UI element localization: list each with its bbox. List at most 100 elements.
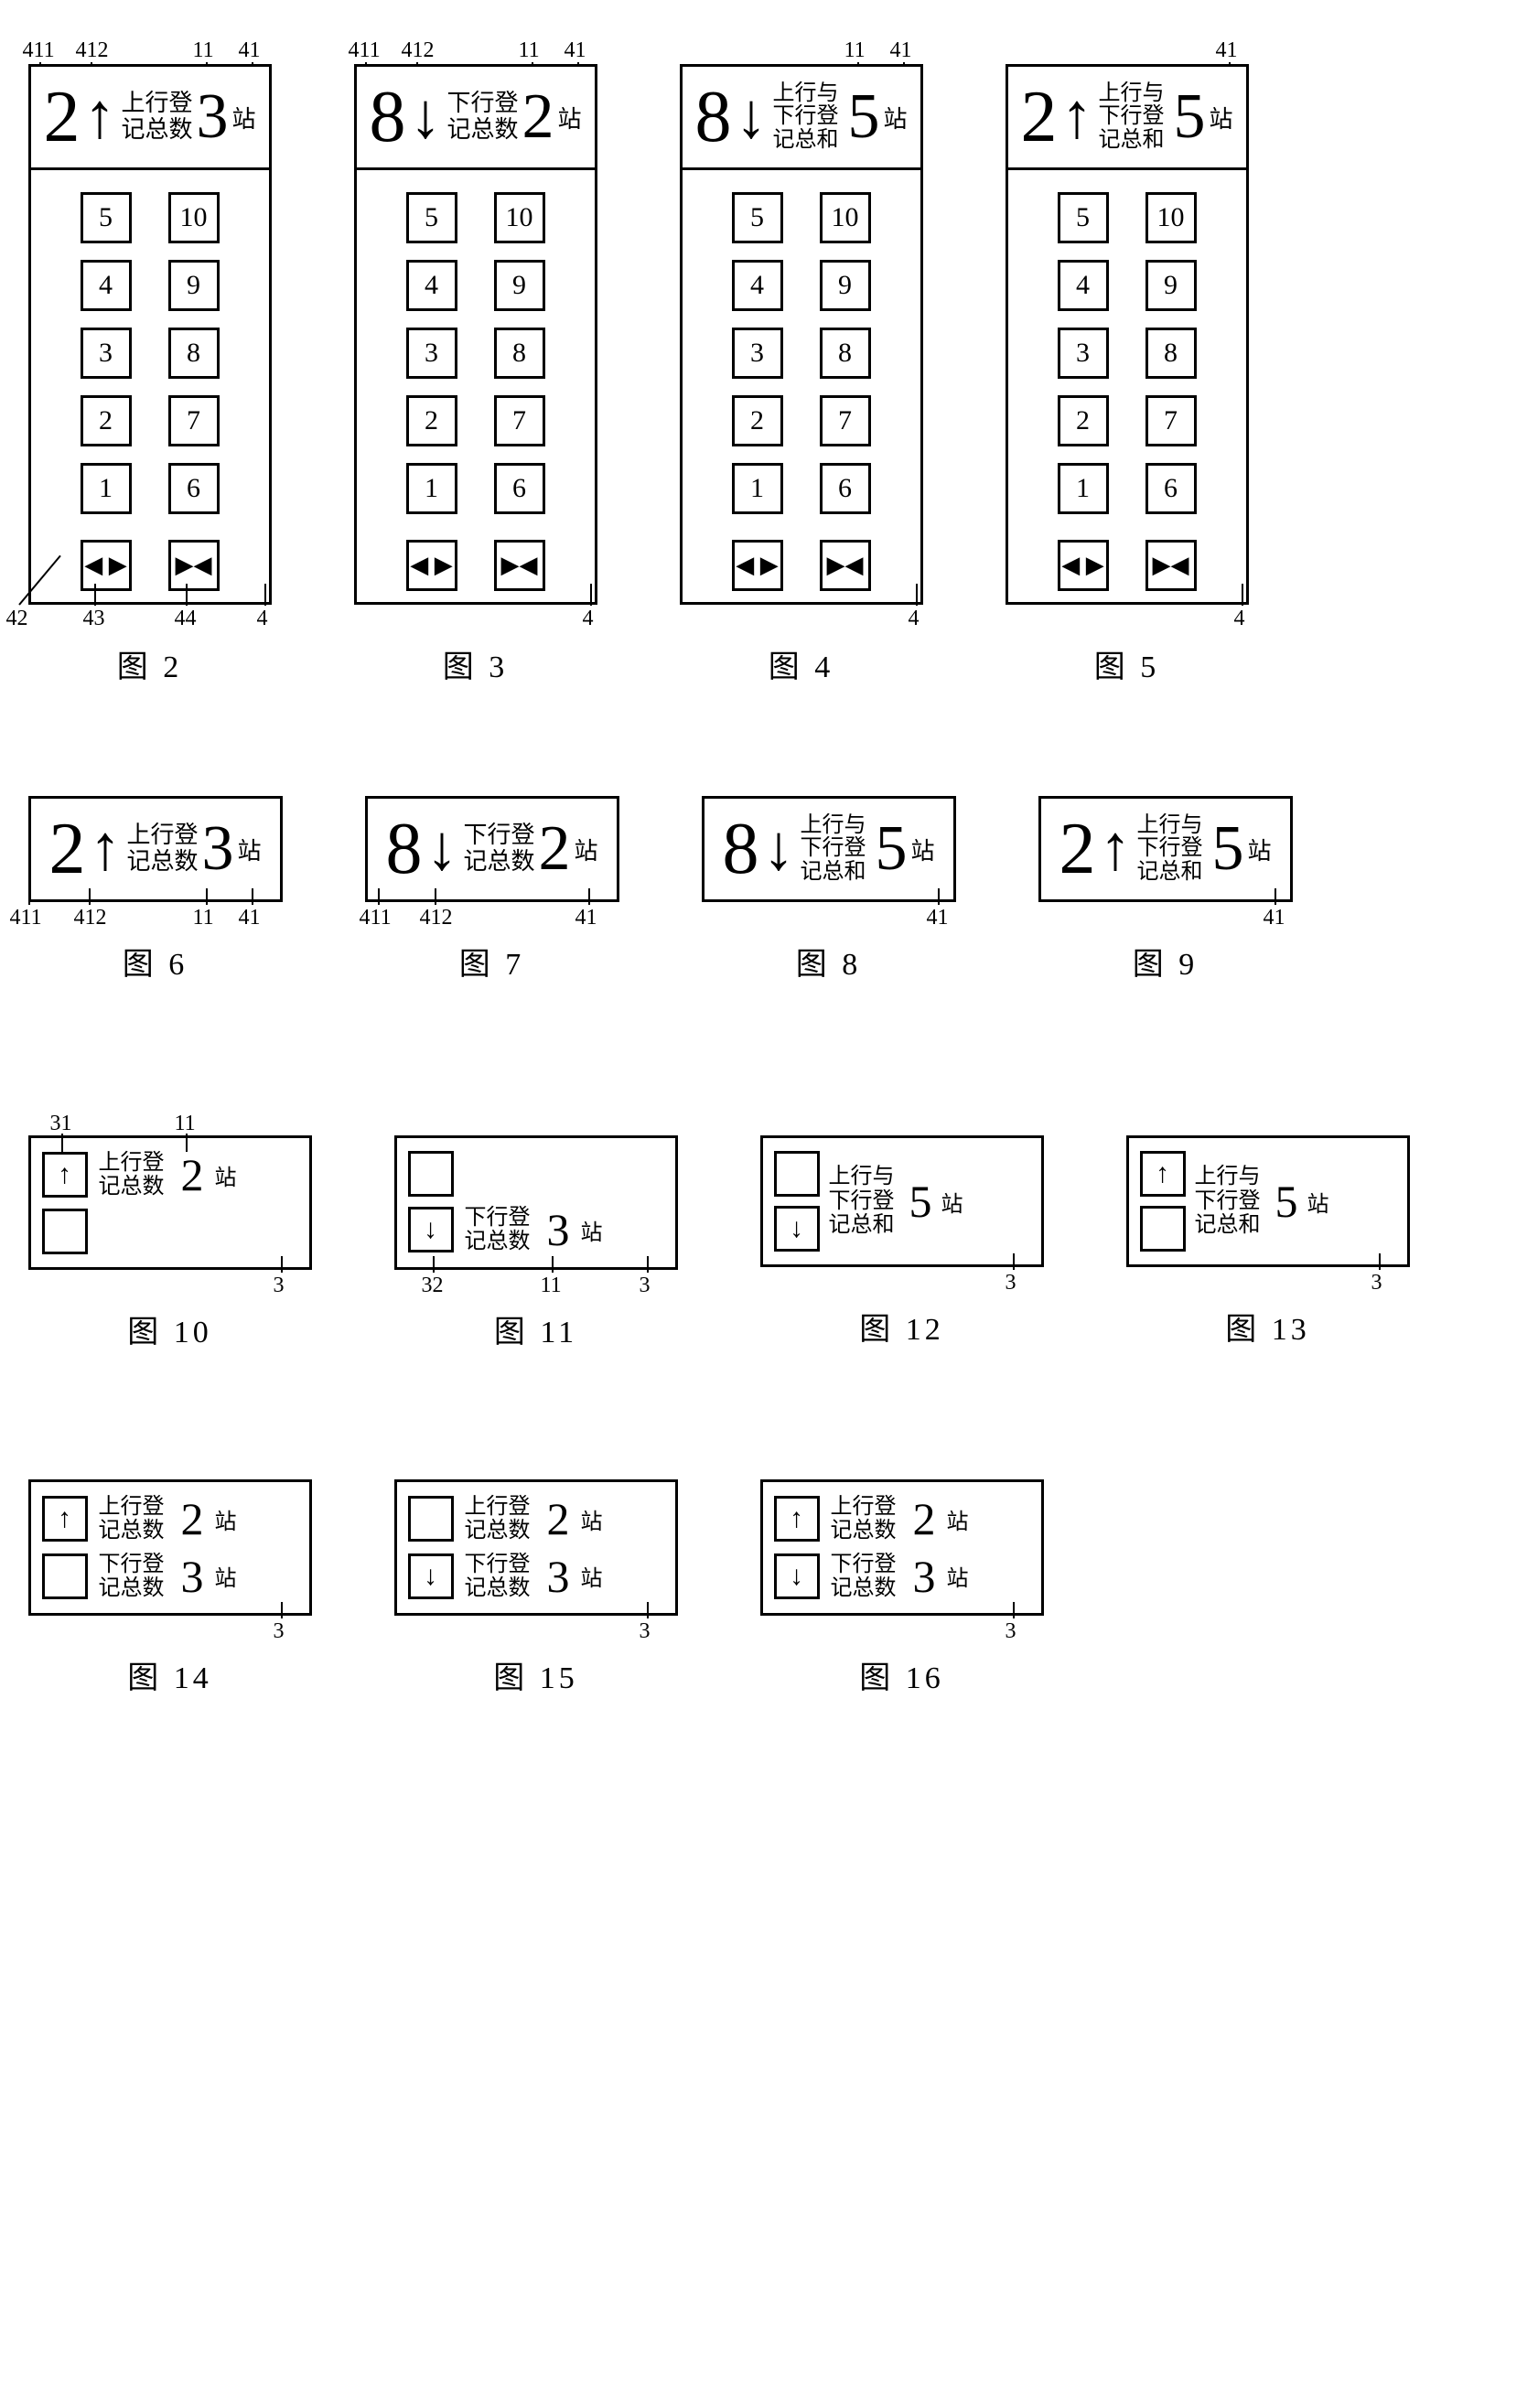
row-3: 31 11 ↑ 上行登记总数 2 站 3 图 10 ↓ 下行登 <box>28 1112 1511 1351</box>
callout-41: 41 <box>239 906 261 930</box>
door-close-button[interactable]: ▶◀ <box>168 540 220 591</box>
floor-8-button[interactable]: 8 <box>494 328 545 379</box>
callout-3: 3 <box>1006 1271 1016 1295</box>
callout-43: 43 <box>83 607 105 631</box>
hall-panel: ↑ 上行登记总数 2 站 <box>28 1135 312 1270</box>
door-close-button[interactable]: ▶◀ <box>820 540 871 591</box>
floor-1-button[interactable]: 1 <box>732 463 783 514</box>
door-close-button[interactable]: ▶◀ <box>1145 540 1197 591</box>
floor-3-button[interactable]: 3 <box>732 328 783 379</box>
up-call-button[interactable] <box>774 1151 820 1197</box>
door-close-button[interactable]: ▶◀ <box>494 540 545 591</box>
figure-label: 图 12 <box>859 1304 944 1349</box>
callout-4: 4 <box>909 607 920 631</box>
floor-4-button[interactable]: 4 <box>732 260 783 311</box>
up-call-button[interactable]: ↑ <box>42 1152 88 1198</box>
display-area: 2 ↑ 上行与下行登记总和 5 站 <box>1008 67 1246 170</box>
callout-41: 41 <box>1216 38 1238 63</box>
floor-8-button[interactable]: 8 <box>1145 328 1197 379</box>
floor-9-button[interactable]: 9 <box>168 260 220 311</box>
display-area: 8 ↓ 上行与下行登记总和 5 站 <box>702 796 956 902</box>
station-suffix: 站 <box>1307 1186 1329 1218</box>
up-call-button[interactable]: ↑ <box>774 1496 820 1542</box>
floor-10-button[interactable]: 10 <box>494 192 545 243</box>
floor-6-button[interactable]: 6 <box>168 463 220 514</box>
fig-7: 8 ↓ 下行登记总数 2 站 411 412 41 图 7 <box>365 796 619 984</box>
floor-7-button[interactable]: 7 <box>168 395 220 446</box>
figure-label: 图 15 <box>493 1652 578 1697</box>
door-open-button[interactable]: ◀ ▶ <box>732 540 783 591</box>
callout-41: 41 <box>565 38 586 63</box>
floor-5-button[interactable]: 5 <box>406 192 457 243</box>
fig-4: 11 41 8 ↓ 上行与下行登记总和 5 站 510 49 38 27 16 … <box>680 64 923 686</box>
current-floor: 8 <box>369 81 405 154</box>
floor-3-button[interactable]: 3 <box>406 328 457 379</box>
down-call-button[interactable]: ↓ <box>408 1553 454 1599</box>
display-text: 下行登记总数 <box>463 822 534 875</box>
floor-9-button[interactable]: 9 <box>494 260 545 311</box>
floor-4-button[interactable]: 4 <box>81 260 132 311</box>
floor-10-button[interactable]: 10 <box>1145 192 1197 243</box>
floor-7-button[interactable]: 7 <box>494 395 545 446</box>
floor-2-button[interactable]: 2 <box>1058 395 1109 446</box>
floor-7-button[interactable]: 7 <box>1145 395 1197 446</box>
floor-1-button[interactable]: 1 <box>406 463 457 514</box>
floor-2-button[interactable]: 2 <box>81 395 132 446</box>
callout-3: 3 <box>1006 1619 1016 1644</box>
floor-8-button[interactable]: 8 <box>168 328 220 379</box>
fig-12: ↓ 上行与下行登记总和 5 站 3 图 12 <box>760 1135 1044 1349</box>
stop-count: 5 <box>1211 817 1243 881</box>
floor-5-button[interactable]: 5 <box>1058 192 1109 243</box>
floor-5-button[interactable]: 5 <box>732 192 783 243</box>
down-call-button[interactable] <box>1140 1206 1186 1252</box>
floor-9-button[interactable]: 9 <box>1145 260 1197 311</box>
up-call-button[interactable]: ↑ <box>42 1496 88 1542</box>
down-call-button[interactable]: ↓ <box>408 1207 454 1252</box>
callout-3: 3 <box>640 1274 651 1298</box>
floor-6-button[interactable]: 6 <box>1145 463 1197 514</box>
hall-row-down <box>42 1209 298 1254</box>
floor-6-button[interactable]: 6 <box>820 463 871 514</box>
callout-3: 3 <box>274 1274 285 1298</box>
callout-31: 31 <box>50 1112 72 1136</box>
door-open-button[interactable]: ◀ ▶ <box>406 540 457 591</box>
floor-3-button[interactable]: 3 <box>1058 328 1109 379</box>
stop-count: 5 <box>1275 1178 1298 1224</box>
display-text: 上行与下行登记总和 <box>1136 814 1208 884</box>
floor-3-button[interactable]: 3 <box>81 328 132 379</box>
floor-4-button[interactable]: 4 <box>1058 260 1109 311</box>
floor-1-button[interactable]: 1 <box>81 463 132 514</box>
floor-6-button[interactable]: 6 <box>494 463 545 514</box>
up-call-button[interactable]: ↑ <box>1140 1151 1186 1197</box>
floor-9-button[interactable]: 9 <box>820 260 871 311</box>
down-call-button[interactable]: ↓ <box>774 1553 820 1599</box>
station-suffix: 站 <box>231 101 255 134</box>
floor-10-button[interactable]: 10 <box>168 192 220 243</box>
floor-10-button[interactable]: 10 <box>820 192 871 243</box>
station-suffix: 站 <box>574 833 597 866</box>
row-4: ↑ 上行登记总数 2 站 下行登记总数 3 站 3 图 14 上行登记总数 2 … <box>28 1479 1511 1698</box>
floor-8-button[interactable]: 8 <box>820 328 871 379</box>
down-call-button[interactable] <box>42 1553 88 1599</box>
door-open-button[interactable]: ◀ ▶ <box>1058 540 1109 591</box>
down-call-button[interactable]: ↓ <box>774 1206 820 1252</box>
floor-2-button[interactable]: 2 <box>406 395 457 446</box>
up-call-button[interactable] <box>408 1496 454 1542</box>
fig-13: ↑ 上行与下行登记总和 5 站 3 图 13 <box>1126 1135 1410 1349</box>
up-call-button[interactable] <box>408 1151 454 1197</box>
down-arrow-icon: ↓ <box>425 817 457 881</box>
button-grid: 5 10 49 38 27 16 ◀ ▶ ▶◀ <box>1008 170 1246 602</box>
up-arrow-icon: ↑ <box>89 817 121 881</box>
floor-5-button[interactable]: 5 <box>81 192 132 243</box>
stop-count-down: 3 <box>181 1553 204 1599</box>
floor-1-button[interactable]: 1 <box>1058 463 1109 514</box>
floor-2-button[interactable]: 2 <box>732 395 783 446</box>
display-text: 上行与下行登记总和 <box>800 814 871 884</box>
down-call-button[interactable] <box>42 1209 88 1254</box>
callout-41: 41 <box>890 38 912 63</box>
floor-4-button[interactable]: 4 <box>406 260 457 311</box>
floor-7-button[interactable]: 7 <box>820 395 871 446</box>
button-grid: 5 10 49 38 27 16 ◀ ▶ ▶◀ <box>357 170 595 602</box>
display-text-up: 上行登记总数 <box>99 1495 170 1543</box>
door-open-button[interactable]: ◀ ▶ <box>81 540 132 591</box>
